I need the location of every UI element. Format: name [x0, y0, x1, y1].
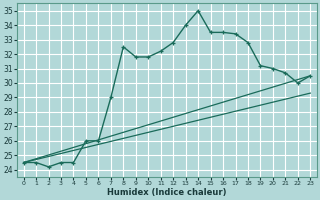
X-axis label: Humidex (Indice chaleur): Humidex (Indice chaleur) [107, 188, 227, 197]
